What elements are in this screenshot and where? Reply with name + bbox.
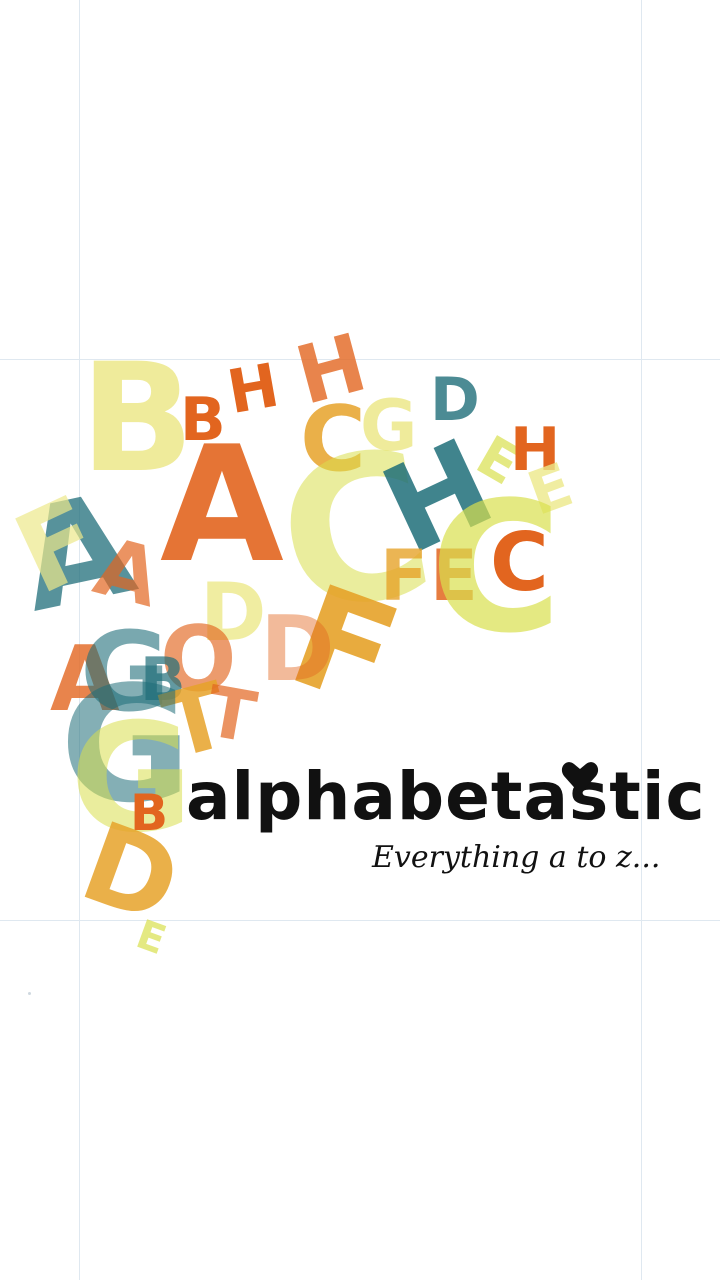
app-wordmark: alphabetastic <box>186 758 706 835</box>
svg-text:G: G <box>70 692 193 866</box>
svg-text:F: F <box>380 535 428 617</box>
svg-text:G: G <box>80 608 170 736</box>
svg-text:B: B <box>80 332 194 506</box>
svg-text:D: D <box>260 597 335 702</box>
guide-line <box>79 0 80 1280</box>
svg-text:C: C <box>300 387 366 492</box>
svg-text:O: O <box>160 607 237 712</box>
svg-text:D: D <box>430 365 480 435</box>
guide-line <box>641 0 642 1280</box>
svg-text:H: H <box>510 415 560 485</box>
svg-text:A: A <box>160 411 284 598</box>
svg-text:B: B <box>140 645 186 715</box>
guide-line <box>0 359 720 360</box>
app-tagline: Everything a to z... <box>372 840 661 875</box>
svg-text:H: H <box>222 350 284 428</box>
svg-text:B: B <box>130 784 168 842</box>
svg-text:C: C <box>430 464 562 673</box>
svg-text:E: E <box>430 535 478 617</box>
guide-line <box>0 920 720 921</box>
svg-text:G: G <box>360 385 417 467</box>
svg-text:C: C <box>490 516 549 609</box>
svg-text:A: A <box>50 627 120 732</box>
speck <box>28 992 31 995</box>
svg-text:B: B <box>180 385 226 455</box>
svg-text:G: G <box>60 651 191 838</box>
heart-icon <box>561 762 599 794</box>
svg-text:D: D <box>200 566 266 659</box>
